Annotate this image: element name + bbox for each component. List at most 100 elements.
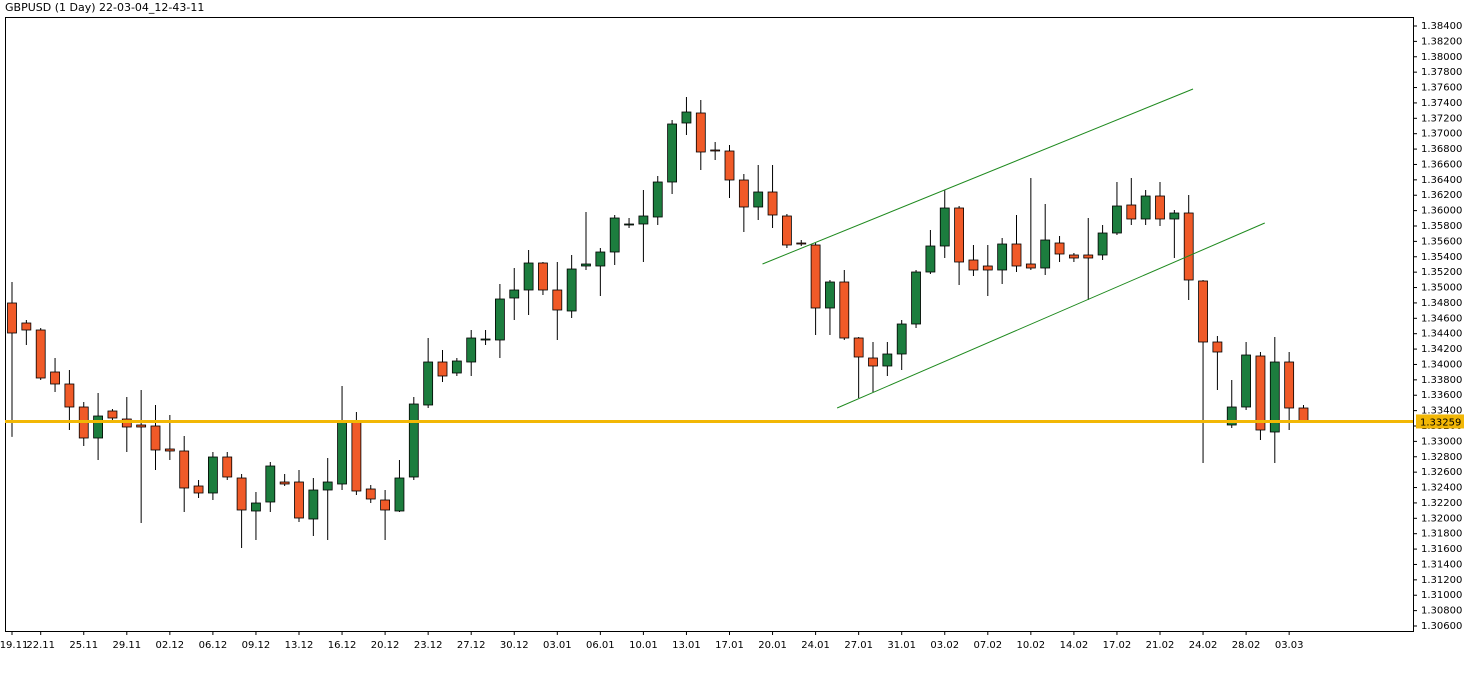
candle-body (121, 418, 132, 428)
y-tick-label: 1.34400 (1421, 329, 1462, 340)
x-tick-label: 20.01 (758, 640, 787, 651)
candle-body (882, 353, 893, 367)
candle-body (652, 181, 663, 218)
candle-body (251, 502, 261, 512)
x-tick-label: 03.03 (1275, 640, 1304, 651)
x-tick-label: 27.01 (844, 640, 873, 651)
candle-body (1083, 254, 1094, 259)
x-tick-label: 19.11 (0, 640, 28, 651)
x-tick-label: 07.02 (973, 640, 1002, 651)
y-tick-label: 1.32800 (1421, 452, 1462, 463)
candle-body (667, 123, 677, 183)
candle-body (164, 448, 175, 452)
candle-body (222, 456, 233, 478)
candle-body (337, 421, 347, 485)
y-tick-label: 1.37000 (1421, 129, 1462, 140)
candle-body (1255, 355, 1266, 431)
candle-body (408, 403, 419, 478)
candle-body (265, 465, 276, 503)
y-tick-label: 1.33800 (1421, 375, 1462, 386)
y-tick-label: 1.33600 (1421, 390, 1462, 401)
candle-body (351, 421, 362, 492)
candle-body (7, 302, 17, 334)
candle-body (1140, 195, 1151, 220)
candle-body (308, 489, 319, 520)
x-tick-label: 31.01 (887, 640, 916, 651)
y-tick-label: 1.36600 (1421, 159, 1462, 170)
candle-body (782, 215, 792, 246)
candle-body (753, 191, 764, 208)
x-tick-label: 03.02 (930, 640, 959, 651)
candle-body (738, 179, 749, 208)
candle-body (1040, 239, 1051, 269)
y-tick-label: 1.31800 (1421, 529, 1462, 540)
candle-body (64, 383, 75, 408)
y-tick-label: 1.38400 (1421, 21, 1462, 32)
candle-body (939, 207, 950, 247)
y-tick-label: 1.32600 (1421, 467, 1462, 478)
candle-body (50, 371, 60, 385)
candle-body (480, 338, 491, 341)
x-tick-label: 20.12 (371, 640, 400, 651)
x-tick-label: 28.02 (1232, 640, 1261, 651)
y-tick-label: 1.32000 (1421, 513, 1462, 524)
x-tick-label: 13.12 (285, 640, 314, 651)
candle-body (968, 259, 979, 271)
y-tick-label: 1.35800 (1421, 221, 1462, 232)
y-tick-label: 1.31000 (1421, 590, 1462, 601)
candle-body (107, 410, 118, 419)
candle-body (1112, 205, 1122, 234)
x-tick-label: 02.12 (156, 640, 185, 651)
y-tick-label: 1.38200 (1421, 36, 1462, 47)
candle-body (566, 268, 577, 312)
x-tick-label: 06.12 (199, 640, 228, 651)
candle-body (1097, 232, 1108, 256)
x-tick-label: 13.01 (672, 640, 701, 651)
candle-body (365, 488, 376, 500)
candle-body (193, 485, 204, 494)
candle-body (1212, 341, 1223, 353)
candle-body (35, 329, 46, 379)
candle-body (207, 456, 218, 494)
candle-body (624, 223, 634, 226)
candle-body (1126, 204, 1137, 220)
y-tick-label: 1.32200 (1421, 498, 1462, 509)
x-tick-label: 03.01 (543, 640, 572, 651)
y-tick-label: 1.36400 (1421, 175, 1462, 186)
candle-body (21, 322, 32, 331)
candle-body (1269, 361, 1280, 433)
y-tick-label: 1.34000 (1421, 359, 1462, 370)
y-tick-label: 1.34600 (1421, 313, 1462, 324)
x-tick-label: 24.01 (801, 640, 830, 651)
candle-body (380, 499, 391, 511)
chart-title: GBPUSD (1 Day) 22-03-04_12-43-11 (5, 1, 204, 14)
candle-body (595, 251, 606, 267)
candle-body (997, 243, 1008, 271)
y-tick-label: 1.33400 (1421, 406, 1462, 417)
candle-body (494, 298, 505, 341)
candle-body (509, 289, 520, 299)
candle-body (1025, 263, 1036, 269)
y-tick-label: 1.36800 (1421, 144, 1462, 155)
candle-body (839, 281, 850, 339)
candle-body (681, 111, 692, 124)
candle-body (1284, 361, 1295, 409)
candle-body (1198, 280, 1208, 343)
candle-body (825, 281, 835, 309)
y-tick-label: 1.30800 (1421, 606, 1462, 617)
candle-body (1054, 242, 1065, 255)
x-tick-label: 21.02 (1146, 640, 1175, 651)
y-tick-label: 1.31200 (1421, 575, 1462, 586)
candle-body (236, 477, 247, 511)
candle-body (93, 415, 103, 439)
candle-body (1183, 212, 1194, 281)
y-tick-label: 1.37600 (1421, 83, 1462, 94)
x-tick-label: 14.02 (1060, 640, 1089, 651)
y-tick-label: 1.35600 (1421, 236, 1462, 247)
candle-body (724, 150, 735, 181)
candle-body (294, 481, 304, 519)
y-tick-label: 1.32400 (1421, 483, 1462, 494)
candle-body (982, 265, 993, 271)
candle-body (423, 361, 434, 406)
